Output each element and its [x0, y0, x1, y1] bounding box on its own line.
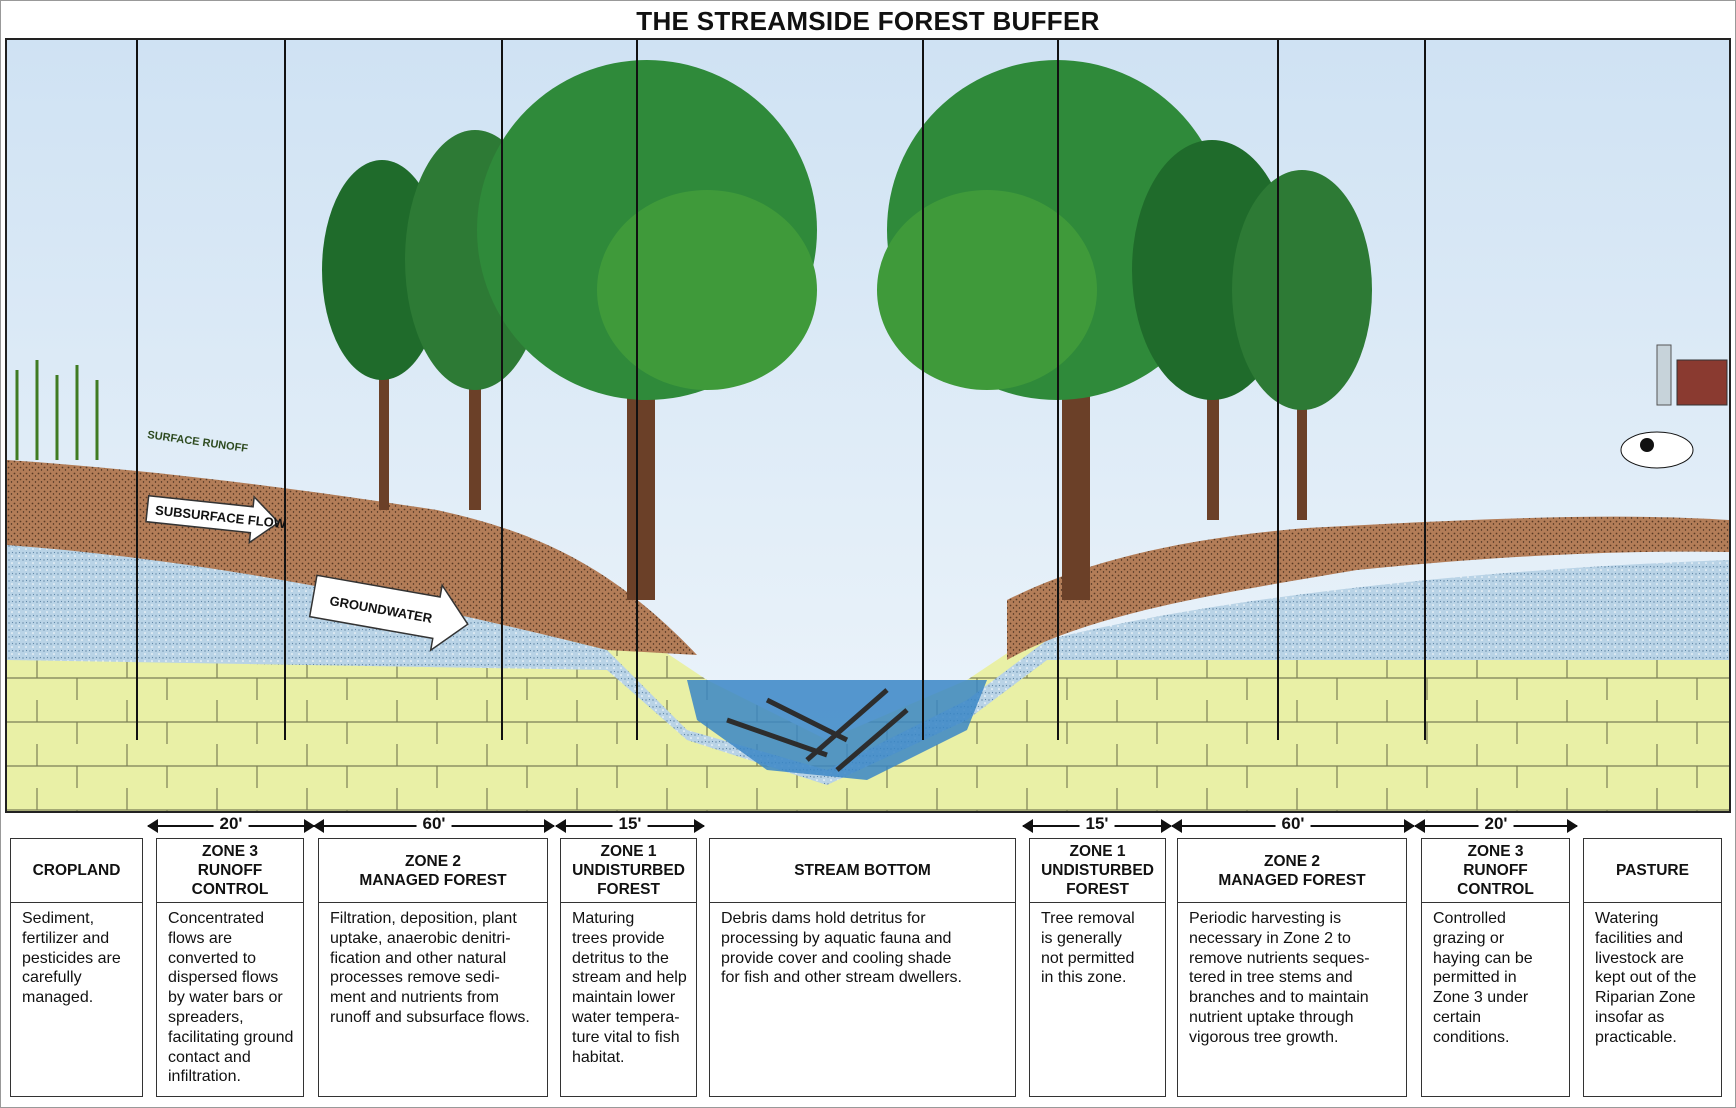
groundwater-layer — [7, 540, 1729, 785]
cross-section-svg: SURFACE RUNOFF SUBSURFACE FLOW GROUNDWAT… — [7, 40, 1729, 811]
zone-description: Tree removal is generally not permitted … — [1041, 910, 1135, 987]
dimension-right-zone3: 20' — [1414, 812, 1578, 840]
zone-box-cropland: CROPLAND Sediment, fertilizer and pestic… — [10, 838, 143, 1097]
zone-description: Debris dams hold detritus for processing… — [721, 910, 962, 987]
zone-description: Filtration, deposition, plant uptake, an… — [330, 910, 530, 1026]
zone-heading: ZONE 1 UNDISTURBED FOREST — [1030, 839, 1165, 903]
dimension-right-zone2: 60' — [1171, 812, 1415, 840]
zone-box-right-zone1: ZONE 1 UNDISTURBED FOREST Tree removal i… — [1029, 838, 1166, 1097]
soil-layer-right — [1007, 516, 1729, 660]
buffer-cross-section-illustration: SURFACE RUNOFF SUBSURFACE FLOW GROUNDWAT… — [5, 38, 1731, 813]
dimension-label: 20' — [1478, 813, 1514, 835]
zone-heading: ZONE 2 MANAGED FOREST — [319, 839, 547, 903]
zone-description: Maturing trees provide detritus to the s… — [572, 910, 687, 1066]
dimension-label: 15' — [612, 813, 648, 835]
dimension-left-zone2: 60' — [313, 812, 555, 840]
pasture-scene — [1620, 344, 1728, 469]
zone-description: Concentrated flows are converted to disp… — [168, 910, 294, 1086]
dimension-label: 20' — [213, 813, 249, 835]
zone-divider-lines — [136, 40, 1426, 740]
subsurface-flow-arrow: SUBSURFACE FLOW — [145, 494, 287, 545]
stream-water — [687, 680, 987, 780]
dimension-right-zone1: 15' — [1022, 812, 1172, 840]
zone-heading: ZONE 3 RUNOFF CONTROL — [1422, 839, 1569, 903]
dimension-label: 15' — [1079, 813, 1115, 835]
zone-heading: PASTURE — [1584, 839, 1721, 903]
zone-box-right-zone3: ZONE 3 RUNOFF CONTROL Controlled grazing… — [1421, 838, 1570, 1097]
left-trees — [322, 60, 817, 600]
zone-description: Sediment, fertilizer and pesticides are … — [22, 910, 121, 1007]
zone-heading: ZONE 1 UNDISTURBED FOREST — [561, 839, 696, 903]
stream-debris — [726, 688, 909, 772]
zone-heading: ZONE 3 RUNOFF CONTROL — [157, 839, 303, 903]
zone-description: Watering facilities and livestock are ke… — [1595, 910, 1697, 1046]
zone-box-left-zone3: ZONE 3 RUNOFF CONTROL Concentrated flows… — [156, 838, 304, 1097]
groundwater-arrow: GROUNDWATER — [308, 574, 469, 652]
zone-box-pasture: PASTURE Watering facilities and livestoc… — [1583, 838, 1722, 1097]
zone-box-left-zone2: ZONE 2 MANAGED FOREST Filtration, deposi… — [318, 838, 548, 1097]
zone-description: Periodic harvesting is necessary in Zone… — [1189, 910, 1370, 1046]
dimension-label: 60' — [416, 813, 452, 835]
dimension-left-zone3: 20' — [147, 812, 315, 840]
zone-box-left-zone1: ZONE 1 UNDISTURBED FOREST Maturing trees… — [560, 838, 697, 1097]
zone-heading: STREAM BOTTOM — [710, 839, 1015, 903]
zone-heading: CROPLAND — [11, 839, 142, 903]
cropland-corn — [15, 360, 99, 460]
page-title: THE STREAMSIDE FOREST BUFFER — [636, 6, 1100, 36]
zone-box-right-zone2: ZONE 2 MANAGED FOREST Periodic harvestin… — [1177, 838, 1407, 1097]
zone-heading: ZONE 2 MANAGED FOREST — [1178, 839, 1406, 903]
zone-description: Controlled grazing or haying can be perm… — [1433, 910, 1533, 1046]
zone-box-stream-bottom: STREAM BOTTOM Debris dams hold detritus … — [709, 838, 1016, 1097]
dimension-label: 60' — [1275, 813, 1311, 835]
dimension-left-zone1: 15' — [555, 812, 705, 840]
